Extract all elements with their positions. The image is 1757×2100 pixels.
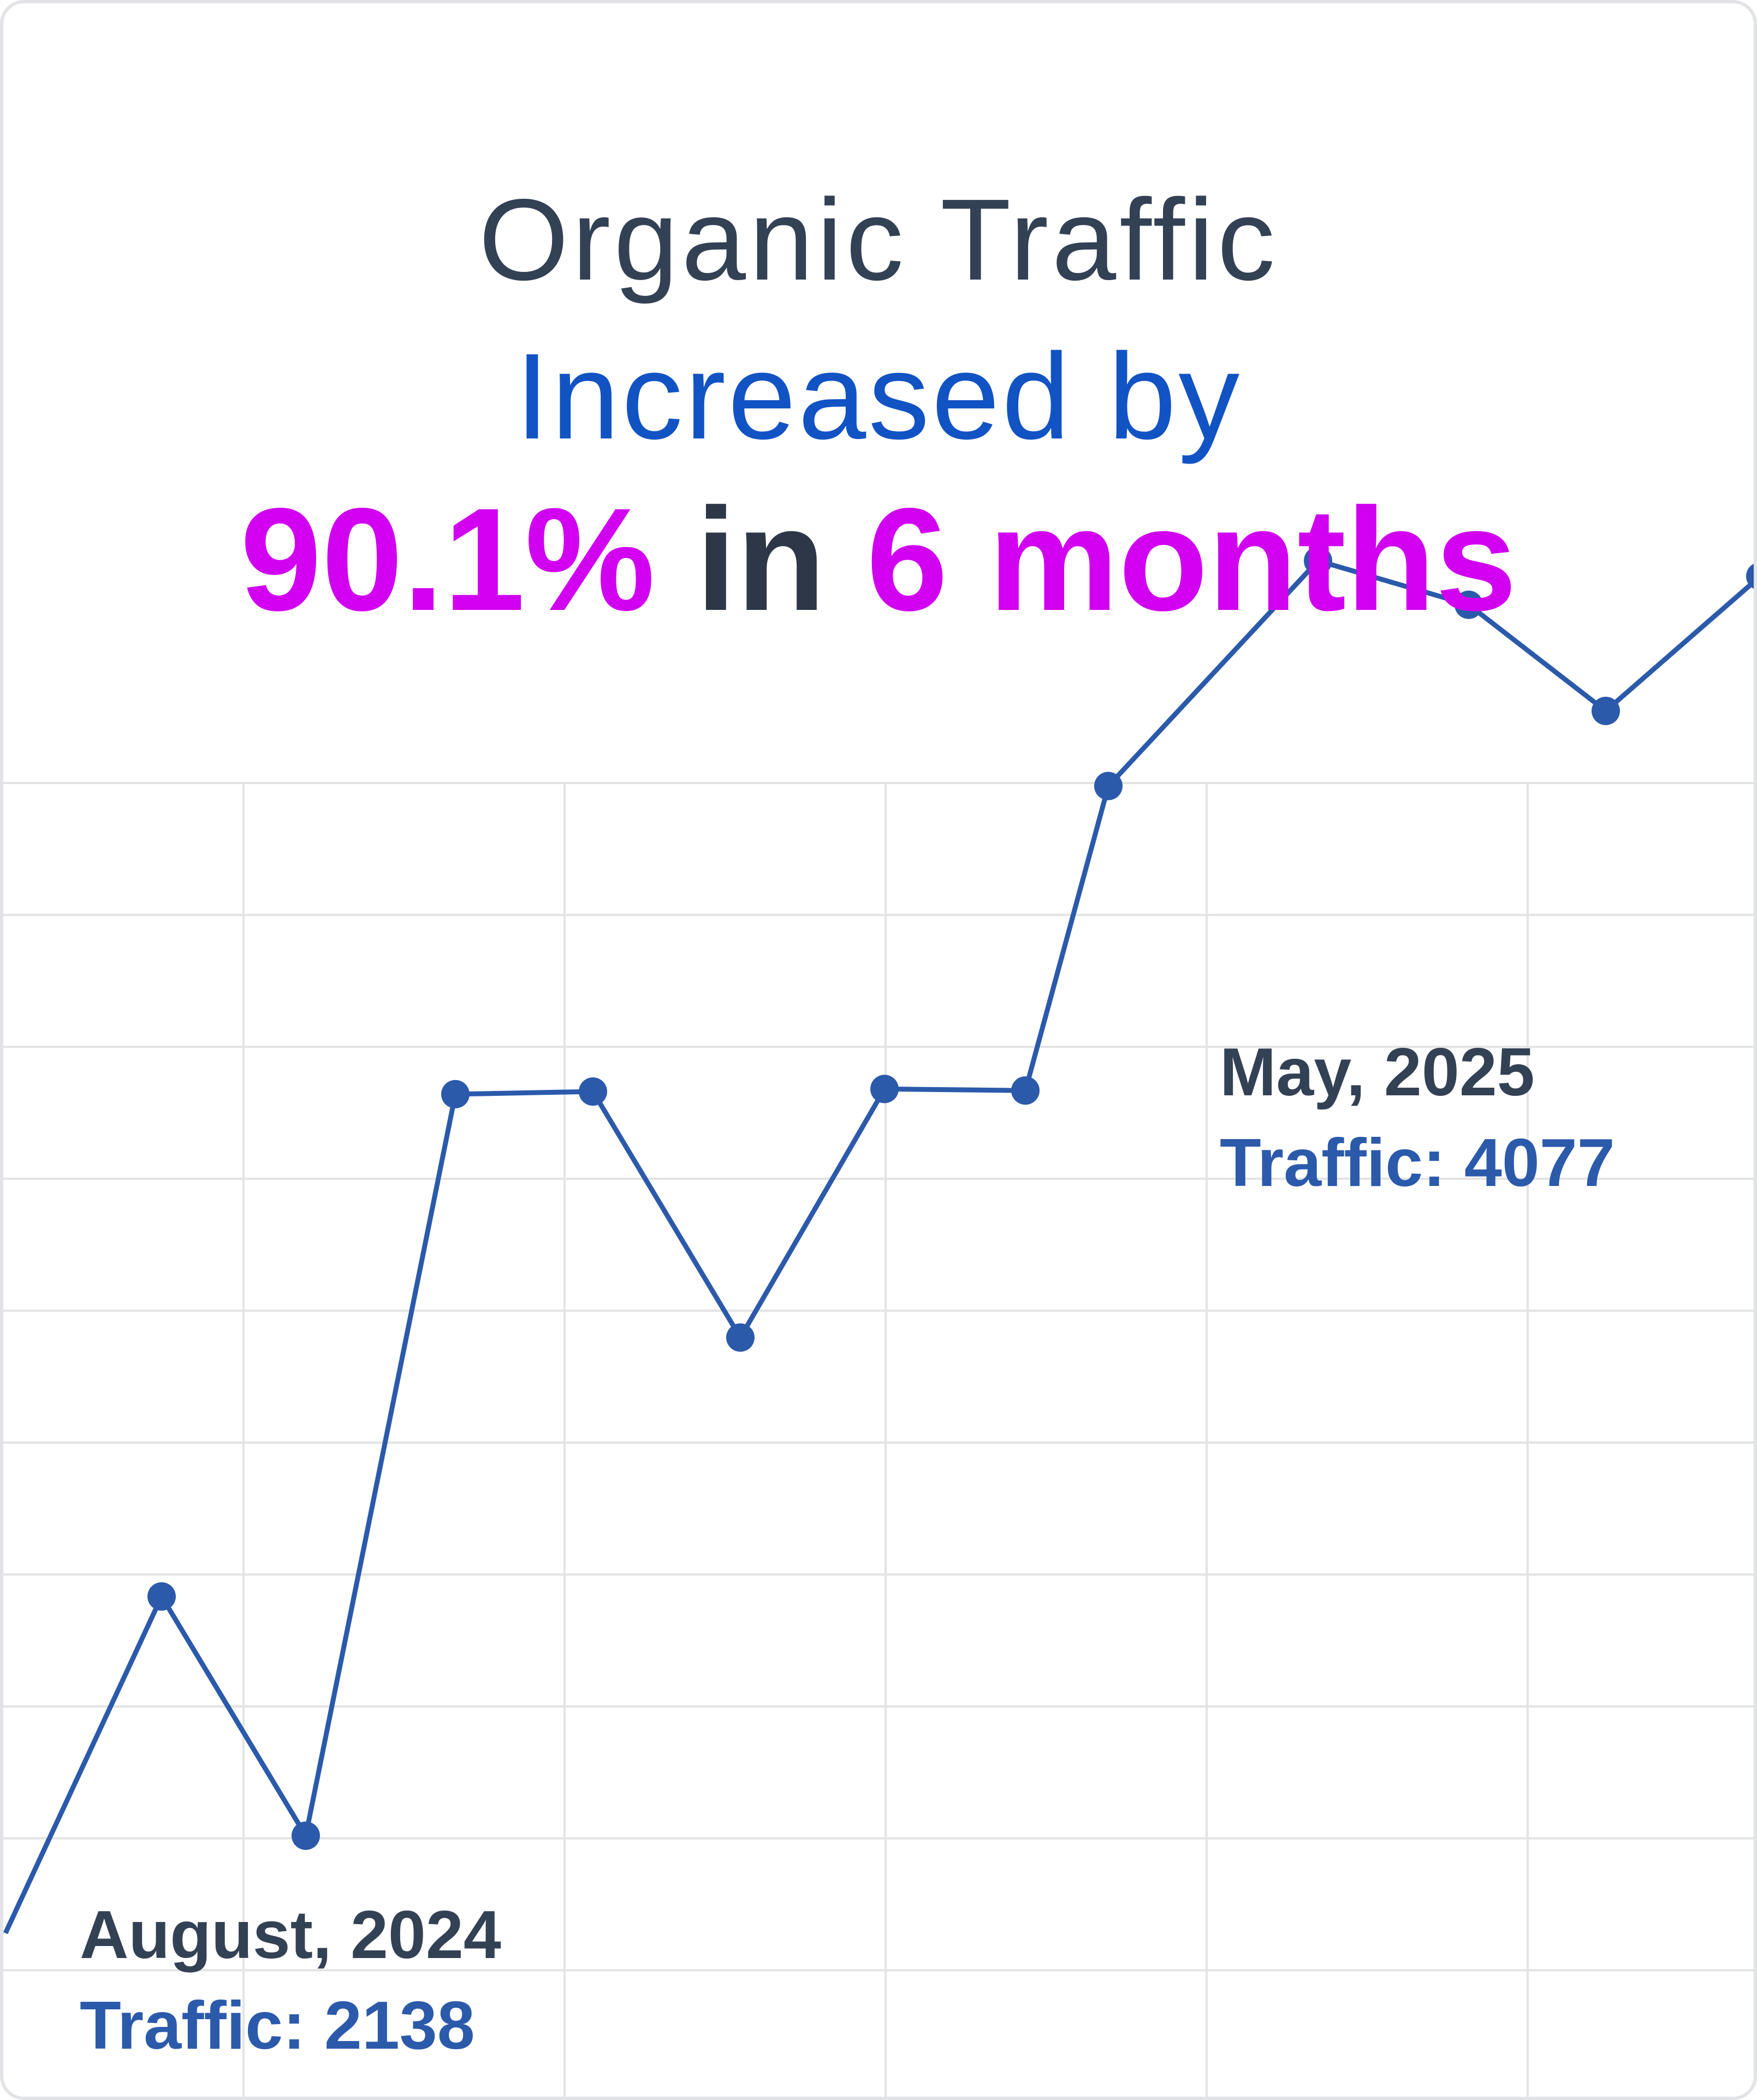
headline-line-3: 90.1% in 6 months xyxy=(3,483,1754,636)
data-point-4 xyxy=(579,1077,607,1106)
headline-line-2: Increased by xyxy=(3,331,1754,462)
series-line-traffic xyxy=(3,558,1754,1935)
annotation-start-value: Traffic: 2138 xyxy=(80,1988,475,2063)
chart-grid xyxy=(3,782,1754,2097)
annotation-end-value: Traffic: 4077 xyxy=(1220,1125,1615,1201)
traffic-line-chart xyxy=(3,547,1754,2097)
chart-series xyxy=(3,547,1754,1935)
annotation-start: August, 2024 Traffic: 2138 xyxy=(80,1901,501,2060)
data-point-7 xyxy=(1011,1076,1040,1105)
data-point-12 xyxy=(1746,563,1754,589)
annotation-end-date: May, 2025 xyxy=(1220,1035,1535,1110)
data-point-1 xyxy=(147,1582,176,1611)
data-point-11 xyxy=(1592,697,1620,725)
headline-organic-traffic: Organic Traffic xyxy=(478,175,1279,304)
headline-period: 6 months xyxy=(866,477,1517,641)
headline-increased-by: Increased by xyxy=(515,328,1242,465)
data-point-2 xyxy=(292,1822,320,1850)
annotation-start-date: August, 2024 xyxy=(80,1897,501,1973)
annotation-end: May, 2025 Traffic: 4077 xyxy=(1220,1039,1615,1197)
data-point-5 xyxy=(726,1323,755,1352)
data-point-10 xyxy=(1455,590,1483,619)
headline-line-1: Organic Traffic xyxy=(3,177,1754,302)
data-point-3 xyxy=(441,1079,470,1108)
data-point-8 xyxy=(1094,772,1123,800)
data-point-9 xyxy=(1304,547,1332,575)
headline-in: in xyxy=(655,477,866,641)
data-point-6 xyxy=(870,1075,899,1104)
headline-percentage: 90.1% xyxy=(240,477,655,641)
